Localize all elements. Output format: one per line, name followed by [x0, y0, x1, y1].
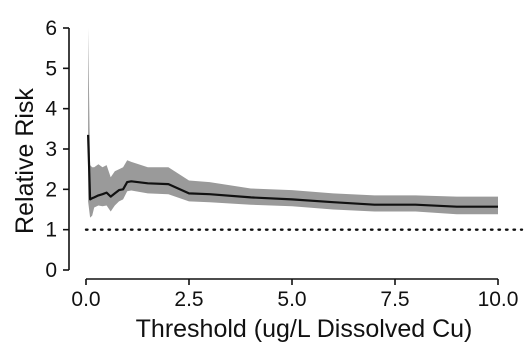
series-line-layer [87, 134, 498, 208]
tick-labels: 0 1 2 3 4 5 6 0.0 2.5 5.0 7.5 10.0 [45, 17, 518, 311]
x-tick-label: 10.0 [478, 288, 519, 311]
relative-risk-line [87, 134, 498, 208]
y-tick-label: 1 [45, 219, 57, 242]
axes [63, 27, 499, 285]
x-tick-label: 2.5 [174, 288, 203, 311]
y-tick-label: 3 [45, 138, 57, 161]
x-tick-label: 0.0 [71, 288, 100, 311]
y-tick-label: 2 [45, 178, 57, 201]
x-tick-label: 5.0 [277, 288, 306, 311]
y-axis-title: Relative Risk [11, 88, 39, 234]
y-tick-label: 6 [45, 17, 57, 40]
x-tick-label: 7.5 [380, 288, 409, 311]
y-tick-label: 4 [45, 98, 57, 121]
confidence-band-layer [88, 28, 498, 218]
y-tick-label: 5 [45, 57, 57, 80]
x-axis-title: Threshold (ug/L Dissolved Cu) [136, 315, 473, 343]
y-tick-label: 0 [45, 259, 57, 282]
confidence-band [88, 28, 498, 218]
